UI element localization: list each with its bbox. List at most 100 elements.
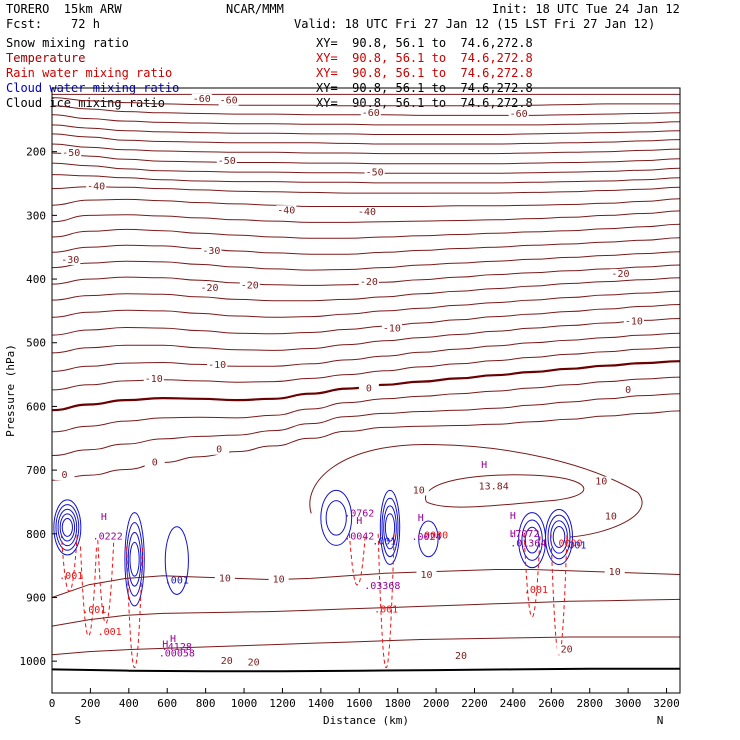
isotherm-line [51, 332, 681, 372]
cloud-water-contour [379, 489, 401, 565]
maximum-value: .0024 [411, 532, 441, 543]
y-tick-label: 400 [26, 273, 46, 286]
label-background [451, 651, 472, 662]
isotherm-line [51, 133, 681, 145]
label-background [209, 444, 230, 455]
maximum-marker: H [356, 516, 362, 527]
isotherm-warm-loop [424, 474, 585, 508]
maximum-marker: H [481, 460, 487, 471]
x-tick-label: 2600 [538, 697, 565, 710]
y-tick-label: 1000 [20, 655, 47, 668]
cloud-water-contour [547, 514, 571, 560]
label-background [216, 656, 237, 667]
isotherm-label: 10 [219, 573, 231, 584]
label-background [381, 323, 402, 334]
isotherm-low-line [51, 636, 680, 656]
rain-label: .001 [98, 627, 122, 638]
ground-line [51, 667, 680, 673]
isotherm-label: -20 [200, 283, 218, 294]
isotherm-label: -30 [202, 246, 220, 257]
maximum-value: .03368 [364, 581, 400, 592]
x-tick-label: 2000 [423, 697, 450, 710]
init-time: Init: 18 UTC Tue 24 Jan 12 [492, 2, 680, 16]
label-background [604, 567, 625, 577]
rain-contour [60, 533, 78, 592]
label-background [218, 95, 239, 106]
contour-labels: -60 -60 -60 -60 -50 -50 -50 -40 -40 -40 -30 -30 -20 -… [54, 93, 644, 668]
label-background [556, 644, 577, 655]
isotherm-label: 10 [595, 477, 607, 488]
temperature-contours [51, 93, 681, 656]
x-tick-label: 2200 [461, 697, 488, 710]
label-background [199, 282, 220, 293]
label-background [600, 511, 621, 522]
rain-contour [523, 533, 541, 618]
x-tick-label: 2400 [500, 697, 527, 710]
x-axis-title: Distance (km) [323, 714, 409, 727]
isotherm-label: -60 [362, 108, 380, 119]
label-background [201, 246, 222, 257]
rain-contour [348, 533, 366, 586]
x-tick-label: 2800 [576, 697, 603, 710]
isotherm-label: 0 [366, 384, 372, 395]
legend-item-xy: XY= 90.8, 56.1 to 74.6,272.8 [316, 51, 533, 65]
terrain-surface [51, 667, 680, 673]
label-background [61, 147, 82, 158]
cloud-water-contour [57, 508, 78, 547]
maximum-marker: H [170, 634, 176, 645]
label-background [358, 383, 379, 394]
isotherm-line [51, 304, 681, 336]
endpoint-left: S [75, 714, 82, 727]
label-background [214, 573, 235, 584]
label-background [243, 657, 264, 668]
label-background [207, 360, 228, 371]
rain-label: 0000 [558, 538, 582, 549]
isotherm-line [51, 114, 681, 126]
isotherm-label: 20 [455, 651, 467, 662]
isotherm-line [51, 251, 681, 271]
isotherm-label: -40 [358, 207, 376, 218]
isotherm-label: 10 [605, 512, 617, 523]
maximum-marker: H [418, 513, 424, 524]
cloud-water-contour [124, 512, 145, 607]
isotherm-line [51, 174, 681, 184]
legend-item-xy: XY= 90.8, 56.1 to 74.6,272.8 [316, 96, 533, 110]
maximum-value: .01364 [510, 538, 546, 549]
legend-item-name: Snow mixing ratio [6, 36, 129, 50]
rain-contour [126, 546, 144, 669]
isotherm-label: -10 [383, 324, 401, 335]
x-tick-label: 3200 [653, 697, 680, 710]
isotherm-label: 10 [273, 575, 285, 586]
maximum-marker: H [510, 529, 516, 540]
label-background [408, 485, 429, 496]
x-tick-label: 1400 [308, 697, 335, 710]
label-background [508, 109, 529, 120]
isotherm-line [51, 376, 681, 433]
label-background [86, 181, 107, 192]
isotherm-label: -40 [87, 182, 105, 193]
isotherm-line [51, 393, 681, 456]
isotherm-label: -30 [61, 255, 79, 266]
cloud-water-contour [59, 513, 76, 542]
isotherm-line [51, 198, 681, 208]
label-background [276, 205, 297, 216]
legend-item-xy: XY= 90.8, 56.1 to 74.6,272.8 [316, 36, 533, 50]
cloud-water-contour [384, 513, 396, 542]
cloud-water-label: .001 [372, 536, 396, 547]
label-background [216, 156, 237, 167]
cloud-water-label: .001 [562, 540, 586, 551]
isotherm-line [51, 186, 681, 194]
legend-item-xy: XY= 90.8, 56.1 to 74.6,272.8 [316, 66, 533, 80]
isotherm-label: 20 [221, 656, 233, 667]
x-tick-label: 1600 [346, 697, 373, 710]
maximum-marker: H [101, 512, 107, 523]
isotherm-label: -50 [62, 148, 80, 159]
endpoint-right: N [657, 714, 664, 727]
isotherm-label: 20 [561, 645, 573, 656]
cloud-water-label: .001 [165, 575, 189, 586]
cloud-water-contour [524, 526, 540, 554]
maximum-value: .00058 [159, 649, 195, 660]
isotherm-line [51, 318, 681, 354]
isotherm-label: -60 [510, 109, 528, 120]
